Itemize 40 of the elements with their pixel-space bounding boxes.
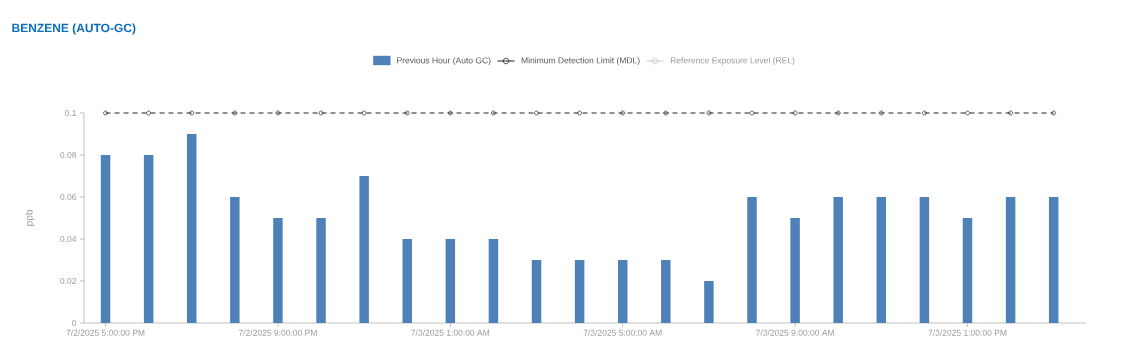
legend-label: Minimum Detection Limit (MDL) (521, 57, 640, 66)
bar (100, 155, 111, 323)
bar (661, 260, 671, 323)
bar (747, 197, 757, 323)
bar (359, 176, 369, 323)
x-tick-label: 7/3/2025 9:00:00 AM (756, 329, 834, 336)
bar (574, 260, 585, 323)
bar (316, 218, 326, 323)
bar (402, 239, 412, 323)
chart-title: BENZENE (AUTO-GC) (12, 23, 136, 35)
x-tick-label: 7/3/2025 1:00:00 PM (928, 329, 1007, 336)
bar (230, 197, 240, 323)
legend-label: Previous Hour (Auto GC) (397, 57, 491, 66)
bar (1048, 197, 1059, 323)
y-tick-label: 0.04 (60, 236, 77, 242)
x-tick-label: 7/2/2025 9:00:00 PM (238, 329, 317, 336)
bar (445, 239, 456, 323)
y-axis-title: ppb (25, 210, 35, 226)
x-tick-label: 7/3/2025 1:00:00 AM (411, 329, 490, 336)
x-tick-label: 7/3/2025 5:00:00 AM (583, 329, 662, 336)
legend-label: Reference Exposure Level (REL) (670, 57, 795, 66)
y-tick-label: 0.06 (60, 194, 77, 201)
bar (833, 197, 843, 323)
y-tick-label: 0 (72, 320, 77, 326)
y-tick-label: 0.08 (60, 152, 77, 158)
bar (876, 197, 887, 323)
bar (187, 134, 197, 323)
x-tick-label: 7/2/2025 5:00:00 PM (66, 329, 145, 336)
bar (962, 218, 973, 323)
bar (790, 218, 800, 323)
bar (531, 260, 542, 323)
y-tick-label: 0.1 (64, 110, 77, 117)
bar (143, 155, 154, 323)
bar (1005, 197, 1016, 323)
bar (488, 239, 499, 323)
bar (704, 281, 714, 323)
bar (919, 197, 930, 323)
bar (273, 218, 283, 323)
bar (617, 260, 628, 323)
y-tick-label: 0.02 (60, 278, 77, 285)
